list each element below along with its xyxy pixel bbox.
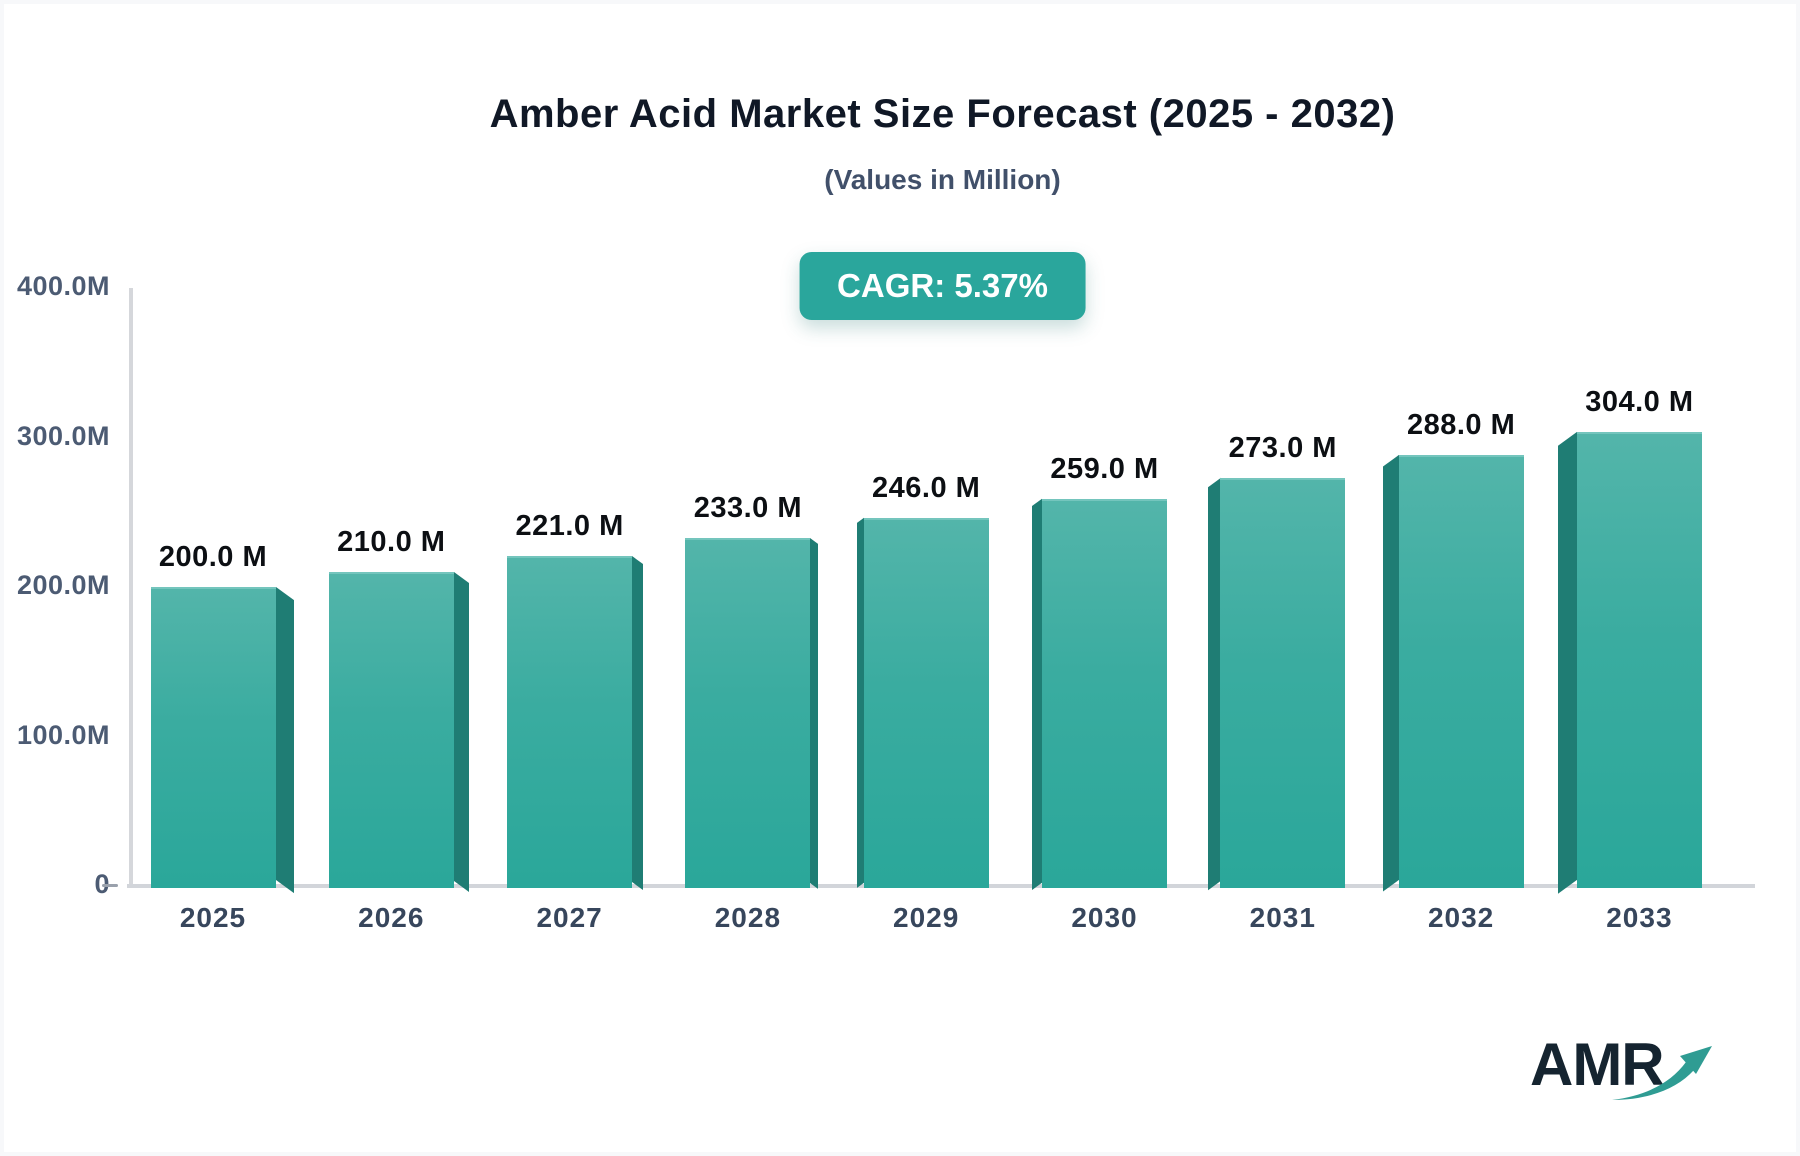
amr-logo-text: AMR (1530, 1031, 1665, 1098)
x-axis-tick-label: 2031 (1249, 902, 1316, 933)
chart-title: Amber Acid Market Size Forecast (2025 - … (489, 92, 1396, 136)
growth-arrow-icon (1612, 1046, 1712, 1100)
bar (328, 572, 454, 888)
bar-value-label: 233.0 M (693, 491, 803, 524)
bar-value-label: 288.0 M (1406, 409, 1516, 442)
bar-side-facet (632, 555, 644, 891)
bar-side-facet (275, 587, 294, 893)
chart-subtitle: (Values in Million) (824, 164, 1061, 195)
y-axis-tick-label: 200.0M (16, 570, 110, 600)
bar-side-facet (810, 537, 819, 890)
bar-side-facet (1558, 431, 1577, 893)
x-axis-tick-label: 2033 (1606, 902, 1673, 933)
bar (1576, 431, 1702, 888)
zero-tick-mark (102, 884, 118, 887)
bar (1398, 455, 1524, 888)
y-axis-tick-label: 300.0M (16, 420, 110, 451)
bar (863, 518, 989, 888)
x-axis-tick-label: 2026 (358, 902, 425, 933)
bar (507, 555, 633, 888)
bar (150, 587, 276, 888)
bar-side-facet (857, 518, 864, 889)
y-axis-tick-label: 400.0M (16, 271, 110, 301)
bar-value-label: 246.0 M (872, 472, 981, 505)
amr-logo: AMR (1530, 1030, 1730, 1120)
bar-value-label: 273.0 M (1228, 431, 1337, 464)
bar (1042, 498, 1167, 888)
bar-side-facet (1382, 455, 1399, 892)
bar-side-facet (1207, 477, 1221, 891)
cagr-badge: CAGR: 5.37% (799, 252, 1086, 320)
bar-value-label: 259.0 M (1050, 452, 1159, 485)
bar-value-label: 210.0 M (337, 526, 446, 559)
bar-value-label: 221.0 M (515, 509, 624, 542)
bar-side-facet (453, 572, 469, 892)
x-axis-tick-label: 2030 (1071, 902, 1138, 933)
bar-side-facet (1032, 498, 1042, 890)
bar (1220, 477, 1346, 888)
bar (685, 537, 811, 888)
bar-value-label: 304.0 M (1585, 385, 1694, 418)
x-axis-tick-label: 2028 (714, 902, 782, 933)
x-axis-tick-label: 2027 (536, 902, 603, 933)
x-axis-tick-label: 2032 (1427, 902, 1495, 933)
x-axis-tick-label: 2025 (179, 902, 247, 933)
x-axis-tick-label: 2029 (893, 902, 960, 933)
y-axis-line (129, 288, 133, 886)
y-axis-tick-label: 0 (0, 869, 110, 900)
y-axis-tick-label: 100.0M (16, 719, 110, 750)
bar-value-label: 200.0 M (158, 541, 268, 573)
